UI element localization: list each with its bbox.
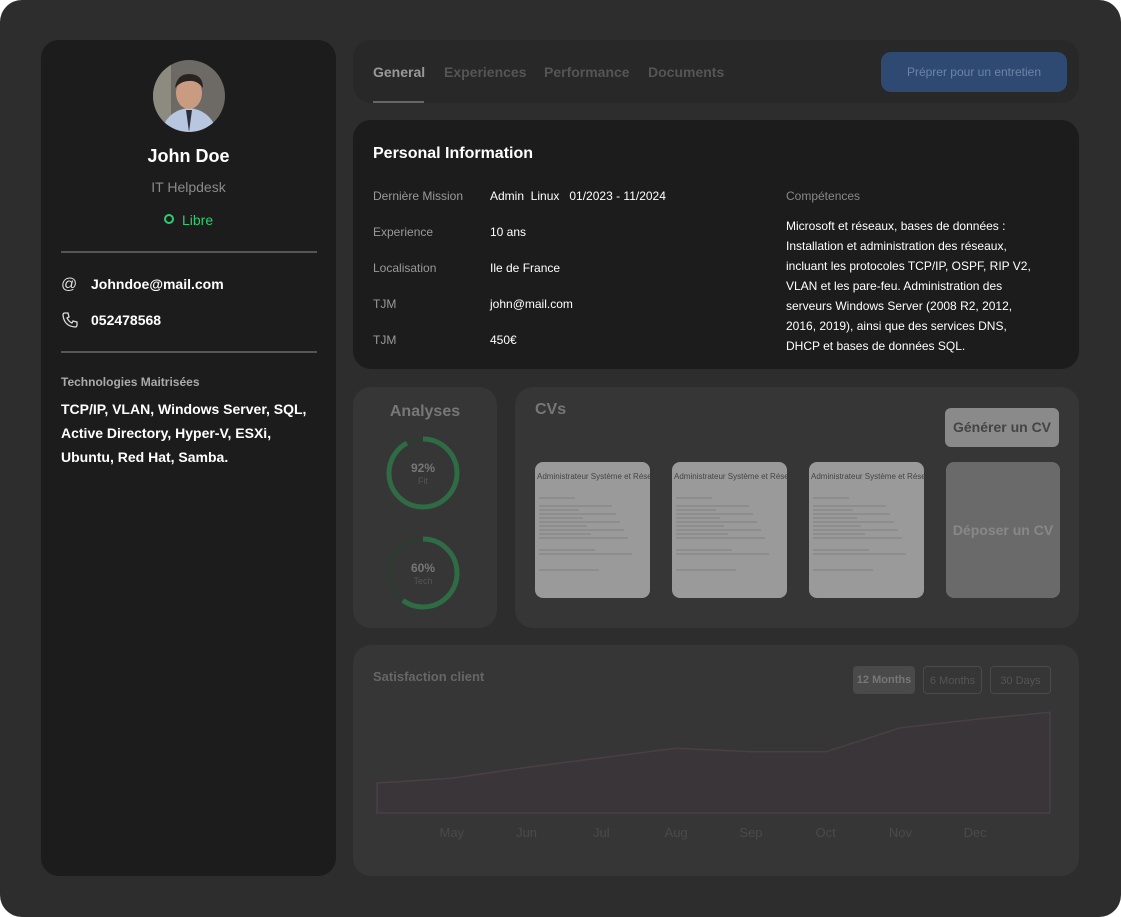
technologies: TCP/IP, VLAN, Windows Server, SQL, Activ… (61, 401, 307, 465)
area-chart: May Jun Jul Aug Sep Oct Nov Dec (376, 711, 1051, 840)
tab-bar: General Experiences Performance Documents P… (353, 40, 1079, 103)
profile-panel: John Doe IT Helpdesk Libre @ Johndoe@mai… (41, 40, 336, 876)
x-tick-label: Nov (889, 825, 913, 840)
status: Libre (182, 212, 214, 228)
cvs-title: CVs (535, 401, 567, 418)
cv-thumbnail[interactable]: Administrateur Système et Réseau (809, 462, 924, 598)
cv-lines (539, 497, 632, 571)
analyses-title: Analyses (389, 403, 461, 420)
tab-underline (373, 101, 424, 103)
personal-info-panel: Personal Information Dernière Mission Adm… (353, 120, 1079, 369)
tab[interactable]: General (373, 64, 426, 80)
field-value: 10 ans (490, 225, 527, 239)
rings: 92%Fit 60%Tech (386, 436, 460, 610)
cvs-panel: CVs Générer un CV Administrateur Système… (515, 387, 1079, 628)
field-value: Admin Linux 01/2023 - 11/2024 (490, 189, 666, 203)
email-icon: @ (61, 276, 78, 293)
role: IT Helpdesk (151, 179, 226, 195)
field-label: Dernière Mission (373, 189, 464, 203)
ring-caption: Tech (413, 576, 432, 586)
phone-icon (62, 312, 78, 328)
generate-button[interactable]: Générer un CV (945, 408, 1059, 447)
name: John Doe (147, 146, 230, 166)
skills-label: Compétences (786, 189, 861, 203)
field-label: TJM (373, 333, 397, 347)
divider (61, 251, 317, 253)
ring-value (386, 536, 460, 610)
cv-thumbnail[interactable]: Administrateur Système et Réseau (535, 462, 650, 598)
x-tick-label: Dec (964, 825, 988, 840)
divider (61, 351, 317, 353)
satisfaction-title: Satisfaction client (373, 669, 485, 684)
cv-lines (813, 497, 906, 571)
cv-thumbnail[interactable]: Administrateur Système et Réseau (672, 462, 787, 598)
x-tick-label: Sep (739, 825, 762, 840)
ring-value (386, 436, 460, 510)
ring-label: 92% (411, 461, 435, 475)
x-tick-label: Aug (665, 825, 688, 840)
technologies-label: Technologies Maitrisées (61, 375, 200, 389)
phone: 052478568 (91, 312, 162, 328)
ring-caption: Fit (418, 476, 428, 486)
x-tick-label: Jun (516, 825, 537, 840)
cv-title: Administrateur Système et Réseau (537, 472, 650, 481)
cv-lines (676, 497, 769, 571)
range-filter[interactable]: 12 Months (853, 666, 915, 694)
analyses-panel: Analyses 92% Fit 60% Tech (353, 387, 497, 628)
field-label: Localisation (373, 261, 437, 275)
email: Johndoe@mail.com (91, 276, 224, 292)
section-title: Personal Information (373, 145, 534, 162)
satisfaction-panel: Satisfaction client 12 Months 6 Months 30 … (353, 645, 1079, 876)
x-tick-label: Jul (593, 825, 610, 840)
field-value: Ile de France (490, 261, 561, 275)
prepare-button[interactable]: Préprer pour un entretien (881, 52, 1067, 92)
ring-label: 60% (411, 561, 435, 575)
cv-title: Administrateur Système et Réseau (811, 472, 924, 481)
x-tick-label: Oct (816, 825, 837, 840)
tab[interactable]: Performance (544, 64, 630, 80)
skills: Microsoft et réseaux, bases de données :… (786, 219, 1031, 353)
range-filter[interactable]: 6 Months (923, 666, 982, 694)
field-value: 450€ (490, 333, 517, 347)
field-label: TJM (373, 297, 397, 311)
field-label: Experience (373, 225, 434, 239)
field-value: john@mail.com (490, 297, 573, 311)
upload-cv[interactable]: Déposer un CV (946, 462, 1060, 598)
area (376, 711, 1051, 814)
range-filter[interactable]: 30 Days (990, 666, 1051, 694)
cv-title: Administrateur Système et Réseau (674, 472, 787, 481)
avatar (153, 60, 225, 132)
tab[interactable]: Documents (648, 64, 725, 80)
x-tick-label: May (439, 825, 464, 840)
tab[interactable]: Experiences (444, 64, 527, 80)
status-icon (164, 214, 174, 224)
